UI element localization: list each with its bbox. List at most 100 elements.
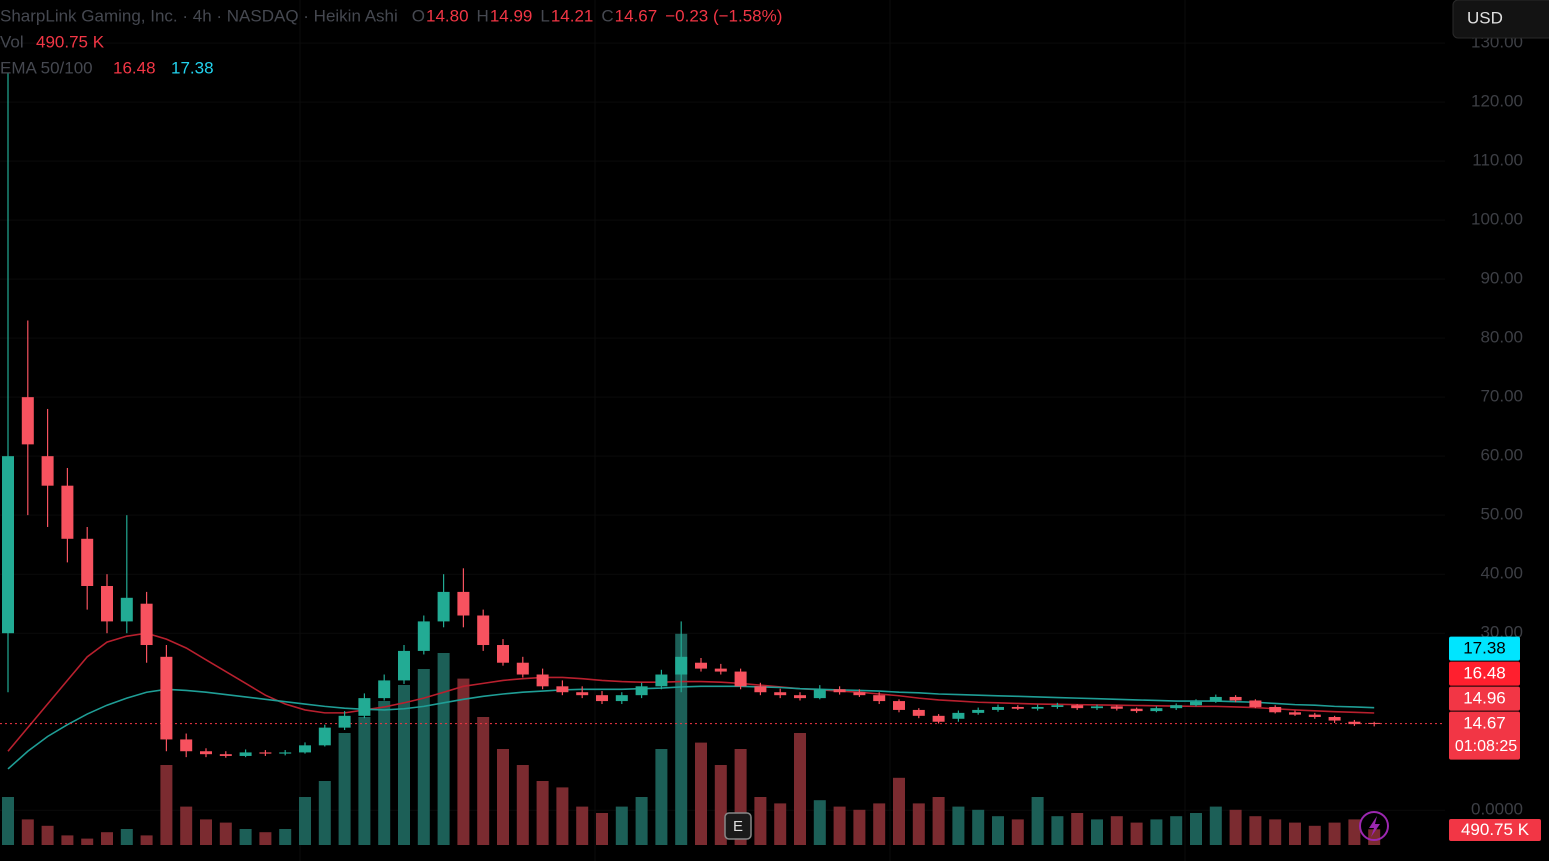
volume-value: 490.75 K xyxy=(36,32,105,51)
volume-bar xyxy=(1190,813,1202,845)
candle-body xyxy=(1368,722,1381,724)
ohlc-value: 14.99 xyxy=(490,6,533,25)
volume-bar xyxy=(279,829,292,845)
ohlc-key: L xyxy=(540,6,549,25)
y-tick-label: 100.00 xyxy=(1471,210,1523,229)
candle-body xyxy=(1170,705,1183,709)
volume-bar xyxy=(457,678,470,845)
ema-line xyxy=(7,685,1375,770)
volume-bar xyxy=(516,765,529,845)
volume-bar xyxy=(437,653,450,845)
candle-body xyxy=(635,686,648,696)
volume-bar xyxy=(378,701,391,845)
volume-bar xyxy=(1368,829,1381,845)
candle-body xyxy=(1130,708,1143,712)
chart-title: SharpLink Gaming, Inc. · 4h · NASDAQ · H… xyxy=(0,6,398,25)
volume-bar xyxy=(952,806,965,845)
candle-body xyxy=(1190,701,1202,706)
candle-body xyxy=(1269,706,1282,713)
event-marker[interactable]: E xyxy=(724,812,752,840)
volume-bar xyxy=(338,733,351,845)
y-tick-label: 90.00 xyxy=(1480,269,1523,288)
candle-body xyxy=(497,645,509,663)
candle-body xyxy=(655,674,668,687)
candle-body xyxy=(318,727,331,746)
candle-body xyxy=(1348,721,1361,725)
event-marker-box[interactable] xyxy=(724,812,752,840)
grid xyxy=(0,0,1445,861)
candle-body xyxy=(1308,714,1321,718)
volume-bar xyxy=(774,803,787,845)
volume-tag xyxy=(1449,819,1541,841)
volume-bar xyxy=(833,806,846,845)
candle-body xyxy=(120,597,133,622)
volume-bar xyxy=(615,806,628,845)
candle-body xyxy=(259,752,272,754)
y-tick-label: 80.00 xyxy=(1480,328,1523,347)
volume-bar xyxy=(1229,809,1242,845)
candle-body xyxy=(299,745,311,753)
currency-button[interactable]: USD xyxy=(1452,0,1549,39)
volume-bar xyxy=(41,825,54,845)
candle-body xyxy=(180,739,193,752)
ohlc-value: 14.21 xyxy=(551,6,594,25)
candle-body xyxy=(437,591,450,622)
volume-bar xyxy=(239,829,252,845)
currency-box[interactable] xyxy=(1452,0,1549,39)
volume-tag-label: 490.75 K xyxy=(1461,820,1530,839)
candle-body xyxy=(378,680,391,699)
volume-bar xyxy=(398,685,410,845)
ohlc-key: C xyxy=(601,6,613,25)
volume-bar xyxy=(813,800,826,845)
volume-bar xyxy=(1308,825,1321,845)
volume-bar xyxy=(695,742,707,845)
ema-layer xyxy=(0,632,1445,770)
volume-bar xyxy=(417,669,430,845)
volume-bar xyxy=(1269,819,1282,845)
volume-bar xyxy=(358,717,371,845)
volume-bar xyxy=(873,803,886,845)
candle-body xyxy=(516,662,529,675)
ema-value: 16.48 xyxy=(113,58,156,77)
volume-bar xyxy=(1071,813,1084,845)
candle-body xyxy=(952,712,965,719)
candle-body xyxy=(279,752,292,754)
volume-bar xyxy=(477,717,490,845)
y-tick-label: 60.00 xyxy=(1480,446,1523,465)
price-tag xyxy=(1449,711,1520,760)
candle-body xyxy=(992,706,1004,710)
volume-bar xyxy=(120,829,133,845)
candle-body xyxy=(972,709,985,713)
candle-body xyxy=(41,456,54,486)
candle-body xyxy=(81,538,94,586)
volume-bar xyxy=(200,819,212,845)
candle-body xyxy=(615,695,628,702)
candle-body xyxy=(21,397,34,445)
volume-bar xyxy=(1348,819,1361,845)
candle-body xyxy=(358,698,371,716)
candle-body xyxy=(219,754,232,756)
volume-bar xyxy=(1289,822,1301,845)
volume-bar xyxy=(318,781,331,845)
ohlc-key: H xyxy=(477,6,489,25)
candle-body xyxy=(794,695,806,699)
candle-body xyxy=(417,621,430,651)
candle-body xyxy=(932,715,945,722)
volume-bar xyxy=(1249,816,1262,845)
candle-body xyxy=(893,701,905,710)
lightning-circle[interactable] xyxy=(1359,811,1389,841)
candle-body xyxy=(596,695,608,702)
lightning-button[interactable] xyxy=(1359,811,1389,841)
volume-layer xyxy=(2,633,1381,845)
ema-value: 17.38 xyxy=(171,58,214,77)
candle-body xyxy=(477,615,490,646)
y-tick-label: 120.00 xyxy=(1471,92,1523,111)
ema-line xyxy=(7,632,1375,752)
y-tick-label: 70.00 xyxy=(1480,387,1523,406)
candle-body xyxy=(1091,706,1103,709)
volume-bar xyxy=(655,749,668,845)
candle-body xyxy=(853,692,866,696)
volume-bar xyxy=(972,809,985,845)
volume-bar xyxy=(21,819,34,845)
